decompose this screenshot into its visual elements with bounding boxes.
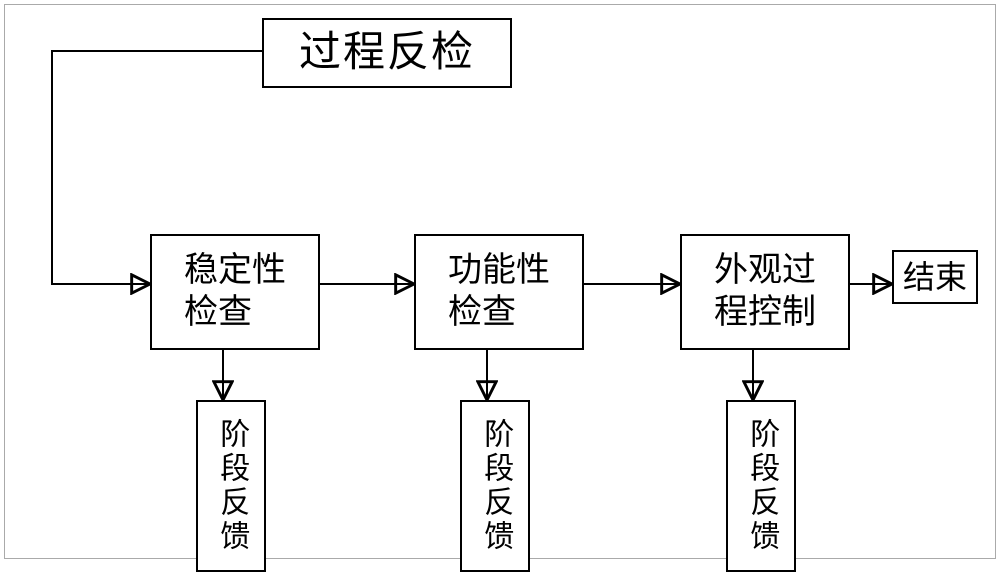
feedback-3-label: 阶段反馈 [744, 418, 779, 554]
end-node: 结束 [892, 250, 978, 304]
functional-node: 功能性 检查 [414, 234, 584, 350]
title-label: 过程反检 [299, 29, 475, 77]
stability-node: 稳定性 检查 [150, 234, 320, 350]
feedback-2-label: 阶段反馈 [478, 418, 513, 554]
functional-label: 功能性 检查 [448, 250, 550, 335]
feedback-1-label: 阶段反馈 [214, 418, 249, 554]
feedback-3-node: 阶段反馈 [726, 400, 796, 572]
feedback-2-node: 阶段反馈 [460, 400, 530, 572]
appearance-label: 外观过 程控制 [714, 250, 816, 335]
feedback-1-node: 阶段反馈 [196, 400, 266, 572]
end-label: 结束 [903, 259, 967, 296]
title-node: 过程反检 [262, 18, 512, 88]
stability-label: 稳定性 检查 [184, 250, 286, 335]
appearance-node: 外观过 程控制 [680, 234, 850, 350]
